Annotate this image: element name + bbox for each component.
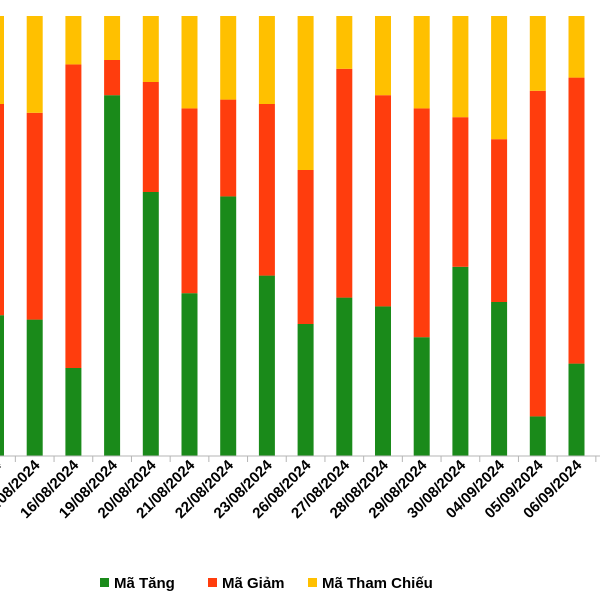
bar-segment	[104, 16, 121, 60]
bar-segment	[258, 16, 275, 104]
bar-segment	[142, 16, 159, 82]
bar-segment	[142, 82, 159, 192]
bar-segment	[375, 16, 391, 96]
bar-segment	[258, 275, 275, 456]
bar-segment	[142, 192, 159, 456]
bar-segment	[568, 16, 585, 78]
bars-layer	[0, 16, 585, 456]
bar-segment	[491, 139, 508, 302]
bar-segment	[181, 293, 198, 456]
bar-segment	[258, 104, 275, 276]
legend-label: Mã Tăng	[114, 575, 175, 592]
bar-segment	[491, 16, 508, 140]
bar-segment	[104, 95, 121, 456]
bar-segment	[336, 68, 353, 298]
bar-segment	[413, 108, 430, 338]
bar-segment	[104, 60, 121, 96]
bar-segment	[181, 108, 198, 294]
bar-segment	[0, 104, 4, 316]
bar-segment	[413, 16, 430, 109]
bar-segment	[181, 16, 198, 109]
x-tick-marks	[14, 456, 597, 462]
legend-label: Mã Giảm	[222, 575, 285, 592]
legend-label: Mã Tham Chiếu	[322, 575, 433, 592]
bar-segment	[26, 319, 43, 456]
bar-segment	[491, 302, 508, 456]
bar-segment	[0, 16, 4, 104]
bar-segment	[65, 368, 82, 456]
bar-segment	[65, 64, 82, 369]
bar-segment	[65, 16, 82, 65]
bar-segment	[529, 90, 546, 417]
bar-segment	[568, 77, 585, 364]
legend: Mã Tăng Mã Giảm Mã Tham Chiếu	[100, 575, 433, 592]
bar-segment	[413, 337, 430, 456]
bar-segment	[375, 306, 391, 456]
bar-segment	[375, 95, 391, 307]
bar-segment	[220, 16, 237, 100]
bar-segment	[452, 16, 469, 118]
bar-segment	[336, 297, 353, 456]
bar-segment	[452, 117, 469, 267]
bar-segment	[568, 363, 585, 456]
bar-segment	[452, 266, 469, 456]
bar-segment	[297, 170, 314, 324]
x-tick-labels: 14/08/202415/08/202416/08/202419/08/2024…	[0, 456, 586, 522]
bar-segment	[297, 16, 314, 170]
bar-segment	[297, 324, 314, 456]
legend-swatch	[308, 578, 317, 587]
bar-segment	[26, 16, 43, 113]
bar-segment	[220, 196, 237, 456]
bar-segment	[529, 16, 546, 91]
bar-segment	[0, 315, 4, 456]
legend-swatch	[208, 578, 217, 587]
legend-swatch	[100, 578, 109, 587]
bar-segment	[336, 16, 353, 69]
bar-segment	[529, 416, 546, 456]
bar-segment	[26, 112, 43, 320]
bar-segment	[220, 99, 237, 197]
